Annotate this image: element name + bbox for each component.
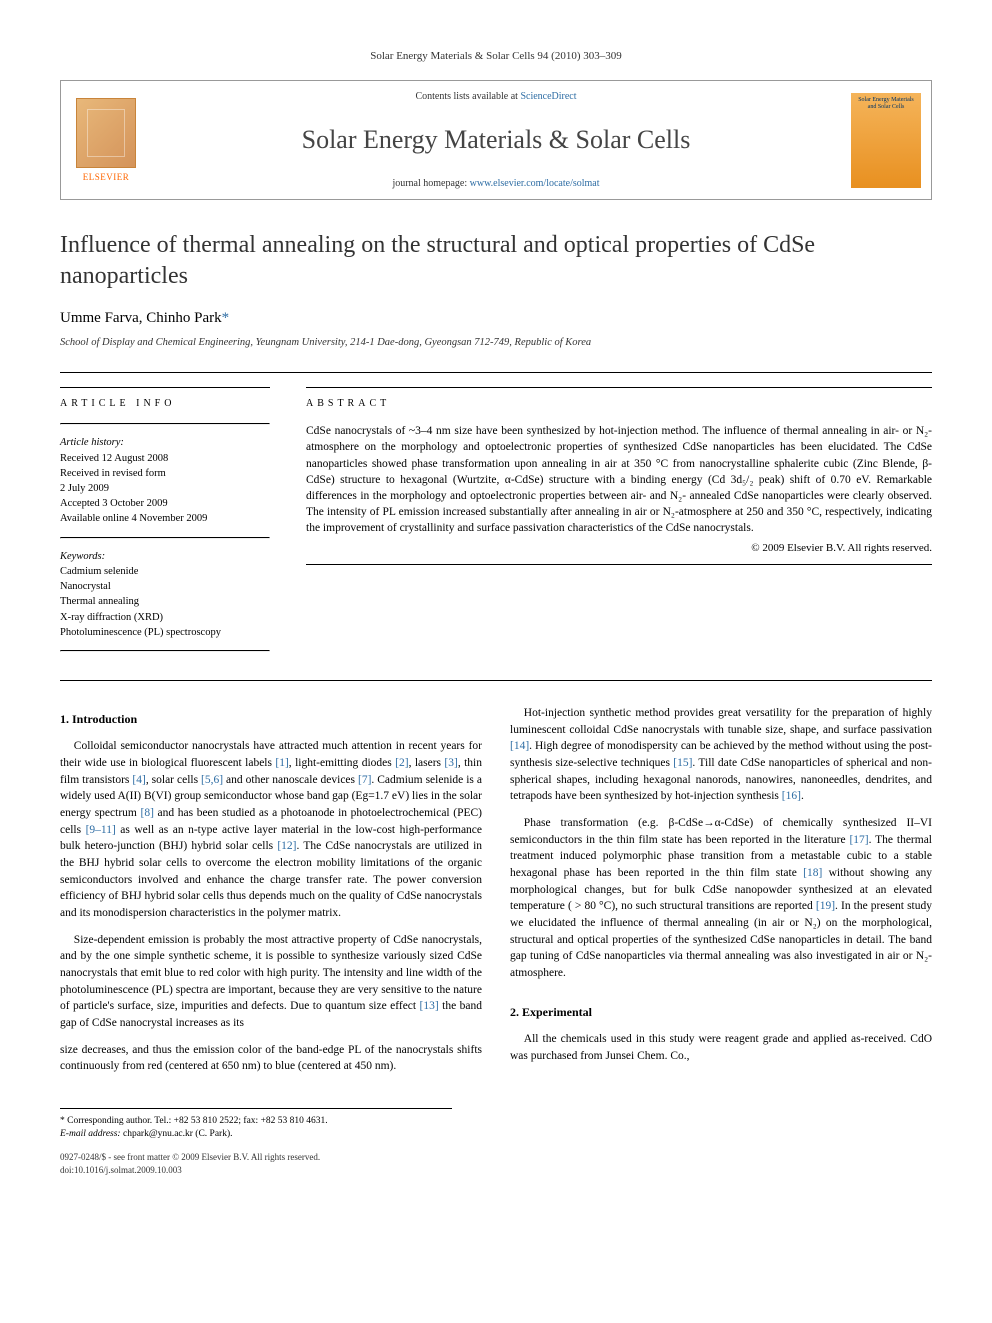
paragraph: Phase transformation (e.g. β-CdSe→α-CdSe…	[510, 815, 932, 982]
keyword: Photoluminescence (PL) spectroscopy	[60, 625, 270, 640]
paragraph: size decreases, and thus the emission co…	[60, 1042, 482, 1075]
author-names: Umme Farva, Chinho Park	[60, 310, 222, 326]
citation-link[interactable]: [1]	[275, 757, 288, 769]
citation-link[interactable]: [7]	[358, 774, 371, 786]
email-label: E-mail address:	[60, 1129, 121, 1139]
email-value: chpark@ynu.ac.kr (C. Park).	[123, 1129, 233, 1139]
journal-cover-thumb: Solar Energy Materials and Solar Cells	[841, 81, 931, 199]
history-line: Accepted 3 October 2009	[60, 496, 270, 511]
divider	[60, 423, 270, 425]
body-columns: 1. Introduction Colloidal semiconductor …	[60, 705, 932, 1080]
abstract-column: ABSTRACT CdSe nanocrystals of ~3–4 nm si…	[306, 387, 932, 662]
article-info-heading: ARTICLE INFO	[60, 398, 270, 409]
publisher-logo: ELSEVIER	[61, 81, 151, 199]
history-line: Available online 4 November 2009	[60, 511, 270, 526]
section-heading-introduction: 1. Introduction	[60, 711, 482, 728]
citation-link[interactable]: [14]	[510, 740, 529, 752]
citation-link[interactable]: [2]	[395, 757, 408, 769]
citation-link[interactable]: [17]	[849, 834, 868, 846]
divider	[306, 564, 932, 565]
paragraph: Size-dependent emission is probably the …	[60, 932, 482, 1032]
masthead: ELSEVIER Contents lists available at Sci…	[60, 80, 932, 200]
cover-image: Solar Energy Materials and Solar Cells	[851, 93, 921, 188]
keyword: Cadmium selenide	[60, 564, 270, 579]
citation-link[interactable]: [18]	[803, 867, 822, 879]
history-line: Received in revised form	[60, 466, 270, 481]
citation-link[interactable]: [9–11]	[86, 824, 116, 836]
front-matter-line: 0927-0248/$ - see front matter © 2009 El…	[60, 1151, 452, 1164]
running-head: Solar Energy Materials & Solar Cells 94 …	[60, 50, 932, 62]
homepage-line: journal homepage: www.elsevier.com/locat…	[392, 178, 599, 189]
homepage-link[interactable]: www.elsevier.com/locate/solmat	[470, 178, 600, 189]
section-heading-experimental: 2. Experimental	[510, 1004, 932, 1021]
history-label: Article history:	[60, 435, 270, 450]
authors: Umme Farva, Chinho Park*	[60, 310, 932, 327]
contents-line: Contents lists available at ScienceDirec…	[415, 91, 576, 102]
divider	[60, 387, 270, 388]
contents-prefix: Contents lists available at	[415, 91, 520, 102]
abstract-text: CdSe nanocrystals of ~3–4 nm size have b…	[306, 423, 932, 536]
publisher-name: ELSEVIER	[83, 172, 130, 182]
divider	[306, 387, 932, 388]
divider	[60, 680, 932, 681]
citation-link[interactable]: [3]	[444, 757, 457, 769]
keyword: Thermal annealing	[60, 594, 270, 609]
citation-link[interactable]: [13]	[420, 1000, 439, 1012]
doi-line: doi:10.1016/j.solmat.2009.10.003	[60, 1164, 452, 1177]
article-history: Article history: Received 12 August 2008…	[60, 435, 270, 526]
abstract-copyright: © 2009 Elsevier B.V. All rights reserved…	[306, 542, 932, 554]
history-line: Received 12 August 2008	[60, 451, 270, 466]
sciencedirect-link[interactable]: ScienceDirect	[520, 91, 576, 102]
keyword: Nanocrystal	[60, 579, 270, 594]
keyword: X-ray diffraction (XRD)	[60, 610, 270, 625]
keywords-label: Keywords:	[60, 549, 270, 564]
article-info-column: ARTICLE INFO Article history: Received 1…	[60, 387, 270, 662]
affiliation: School of Display and Chemical Engineeri…	[60, 337, 932, 348]
paragraph: Hot-injection synthetic method provides …	[510, 705, 932, 805]
keywords-block: Keywords: Cadmium selenide Nanocrystal T…	[60, 549, 270, 640]
citation-link[interactable]: [5,6]	[201, 774, 223, 786]
article-title: Influence of thermal annealing on the st…	[60, 230, 932, 292]
citation-link[interactable]: [4]	[132, 774, 145, 786]
elsevier-tree-icon	[76, 98, 136, 168]
info-abstract-row: ARTICLE INFO Article history: Received 1…	[60, 387, 932, 662]
masthead-center: Contents lists available at ScienceDirec…	[151, 81, 841, 199]
divider	[60, 372, 932, 373]
homepage-prefix: journal homepage:	[392, 178, 469, 189]
divider	[60, 537, 270, 539]
paragraph: All the chemicals used in this study wer…	[510, 1031, 932, 1064]
citation-link[interactable]: [8]	[140, 807, 153, 819]
paragraph: Colloidal semiconductor nanocrystals hav…	[60, 738, 482, 921]
page: Solar Energy Materials & Solar Cells 94 …	[0, 0, 992, 1227]
corresponding-author-footnote: * Corresponding author. Tel.: +82 53 810…	[60, 1115, 452, 1128]
journal-name: Solar Energy Materials & Solar Cells	[302, 125, 691, 155]
history-line: 2 July 2009	[60, 481, 270, 496]
citation-link[interactable]: [16]	[782, 790, 801, 802]
citation-link[interactable]: [15]	[673, 757, 692, 769]
email-footnote: E-mail address: chpark@ynu.ac.kr (C. Par…	[60, 1128, 452, 1141]
footnotes: * Corresponding author. Tel.: +82 53 810…	[60, 1108, 452, 1177]
citation-link[interactable]: [19]	[816, 900, 835, 912]
divider	[60, 650, 270, 652]
abstract-heading: ABSTRACT	[306, 398, 932, 409]
doi-block: 0927-0248/$ - see front matter © 2009 El…	[60, 1151, 452, 1176]
citation-link[interactable]: [12]	[277, 840, 296, 852]
corresponding-mark-icon: *	[222, 310, 230, 326]
